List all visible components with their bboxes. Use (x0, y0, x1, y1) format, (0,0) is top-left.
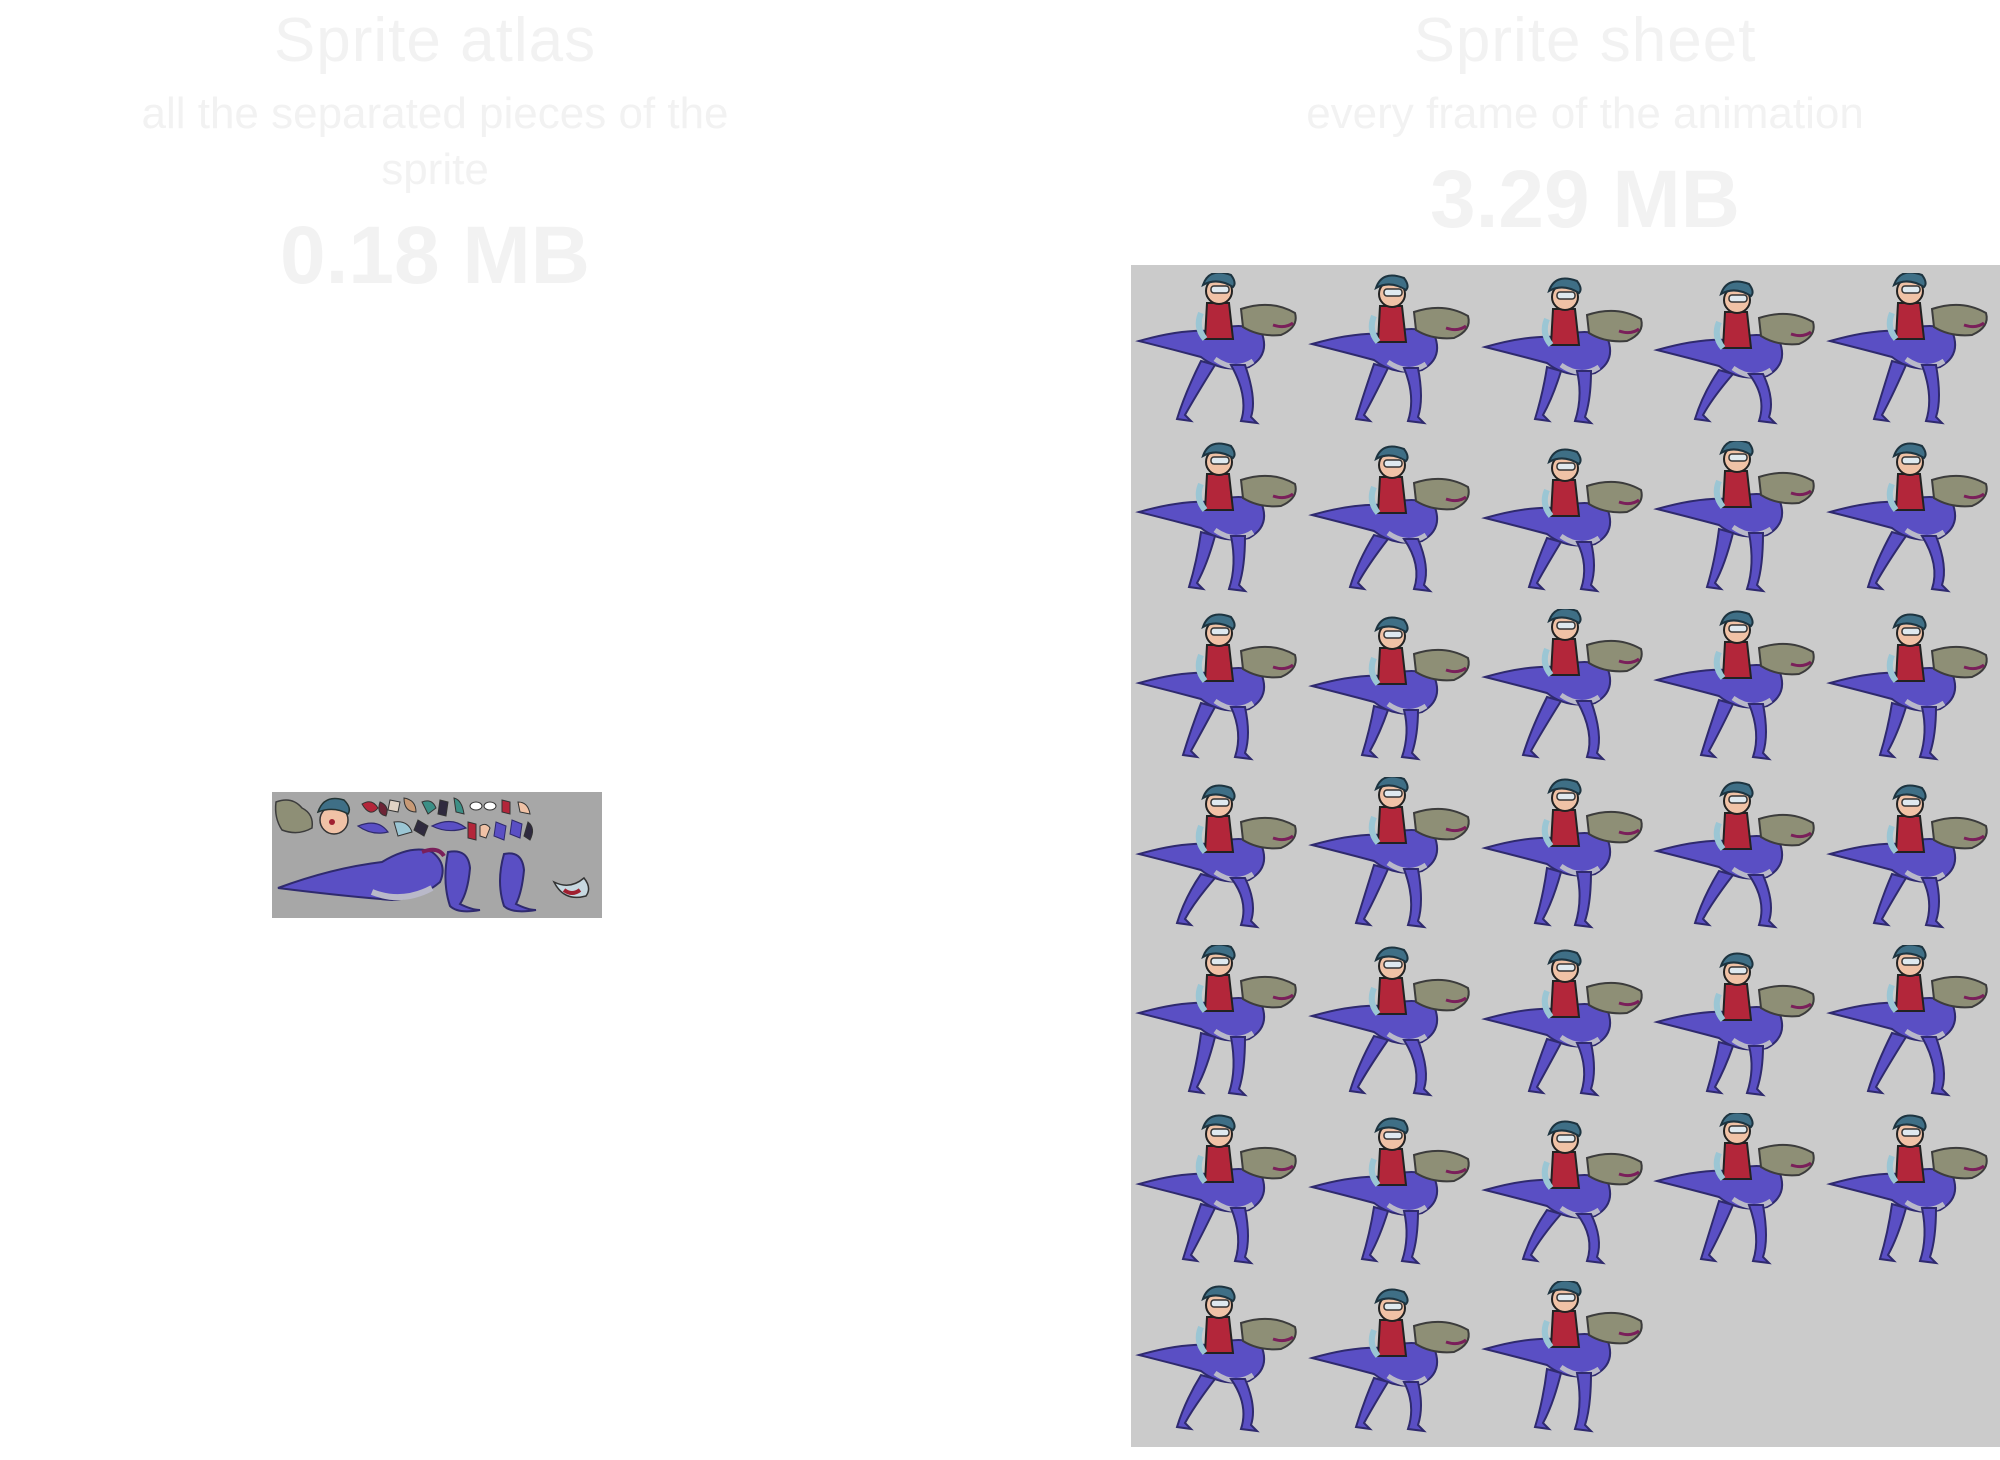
sheet-title: Sprite sheet (1413, 6, 1757, 75)
sprite-frame (1304, 945, 1476, 1111)
sprite-frame (1304, 1113, 1476, 1279)
sprite-frame (1131, 777, 1303, 943)
atlas-header: Sprite atlas all the separated pieces of… (120, 0, 750, 306)
sprite-frame (1131, 945, 1303, 1111)
sprite-frame (1131, 1113, 1303, 1279)
sprite-frame (1649, 441, 1821, 607)
sprite-frame (1649, 945, 1821, 1111)
sprite-atlas-image (272, 792, 602, 918)
sprite-frame (1477, 273, 1649, 439)
atlas-title: Sprite atlas (273, 6, 597, 75)
sprite-frame (1477, 609, 1649, 775)
sprite-frame (1822, 273, 1994, 439)
sprite-frame (1304, 609, 1476, 775)
sprite-sheet-image (1131, 265, 2000, 1447)
sprite-frame (1477, 777, 1649, 943)
sprite-frame (1822, 777, 1994, 943)
sheet-size: 3.29 MB (1430, 154, 1740, 245)
sprite-frame (1822, 609, 1994, 775)
sprite-frame (1649, 273, 1821, 439)
sprite-frame (1822, 1113, 1994, 1279)
atlas-subtitle: all the separated pieces of the sprite (141, 89, 729, 194)
sprite-frame (1131, 441, 1303, 607)
sprite-frame (1131, 1281, 1303, 1447)
sprite-frame (1649, 1113, 1821, 1279)
sprite-frame (1477, 1281, 1649, 1447)
sprite-frame (1649, 777, 1821, 943)
sheet-header: Sprite sheet every frame of the animatio… (1270, 0, 1900, 250)
sprite-frame (1131, 273, 1303, 439)
sprite-frame (1822, 945, 1994, 1111)
sprite-frame (1477, 1113, 1649, 1279)
sprite-atlas-pieces (274, 797, 590, 913)
sprite-frame (1304, 273, 1476, 439)
atlas-size: 0.18 MB (280, 210, 590, 301)
sprite-frame (1822, 441, 1994, 607)
sprite-frame (1304, 441, 1476, 607)
sprite-frame (1304, 777, 1476, 943)
sprite-frame (1477, 441, 1649, 607)
sheet-subtitle: every frame of the animation (1306, 89, 1864, 138)
sprite-frame (1304, 1281, 1476, 1447)
sprite-frame (1477, 945, 1649, 1111)
sprite-frame (1649, 609, 1821, 775)
sprite-frame (1131, 609, 1303, 775)
